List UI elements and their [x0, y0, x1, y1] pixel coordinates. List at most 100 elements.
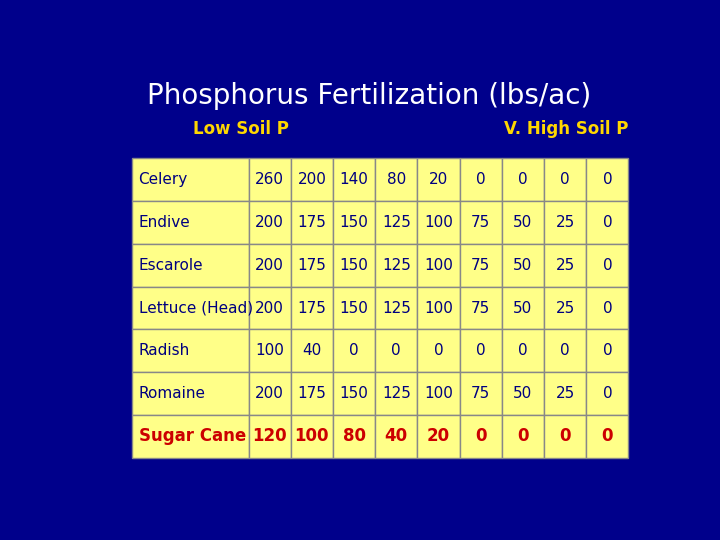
- Bar: [248, 158, 291, 201]
- Text: 0: 0: [603, 258, 612, 273]
- Bar: [459, 329, 502, 372]
- Text: 0: 0: [560, 343, 570, 359]
- Text: 0: 0: [518, 343, 528, 359]
- Bar: [291, 201, 333, 244]
- Bar: [418, 372, 459, 415]
- Bar: [502, 329, 544, 372]
- Text: 125: 125: [382, 386, 410, 401]
- Bar: [544, 372, 586, 415]
- Text: 0: 0: [433, 343, 444, 359]
- Bar: [333, 158, 375, 201]
- Text: 120: 120: [252, 427, 287, 446]
- Text: 0: 0: [603, 301, 612, 315]
- Text: Radish: Radish: [138, 343, 190, 359]
- Bar: [418, 158, 459, 201]
- Text: 0: 0: [349, 343, 359, 359]
- Bar: [418, 244, 459, 287]
- Text: 175: 175: [297, 386, 326, 401]
- Bar: [502, 287, 544, 329]
- Bar: [333, 415, 375, 458]
- Bar: [502, 372, 544, 415]
- Text: 75: 75: [471, 301, 490, 315]
- Text: 0: 0: [603, 215, 612, 230]
- Text: 200: 200: [255, 386, 284, 401]
- Text: 50: 50: [513, 258, 533, 273]
- Text: 150: 150: [340, 386, 369, 401]
- Text: 0: 0: [603, 172, 612, 187]
- Text: 50: 50: [513, 386, 533, 401]
- Bar: [291, 415, 333, 458]
- Text: 75: 75: [471, 386, 490, 401]
- Bar: [502, 244, 544, 287]
- Bar: [132, 415, 248, 458]
- Bar: [291, 244, 333, 287]
- Bar: [586, 415, 629, 458]
- Bar: [291, 158, 333, 201]
- Bar: [586, 329, 629, 372]
- Text: 0: 0: [603, 386, 612, 401]
- Bar: [544, 201, 586, 244]
- Text: 0: 0: [518, 172, 528, 187]
- Bar: [502, 158, 544, 201]
- Text: 100: 100: [255, 343, 284, 359]
- Bar: [291, 372, 333, 415]
- Text: 20: 20: [429, 172, 448, 187]
- Text: 150: 150: [340, 301, 369, 315]
- Bar: [502, 415, 544, 458]
- Text: 175: 175: [297, 258, 326, 273]
- Text: 200: 200: [255, 258, 284, 273]
- Bar: [132, 329, 248, 372]
- Bar: [418, 201, 459, 244]
- Bar: [132, 287, 248, 329]
- Text: V. High Soil P: V. High Soil P: [504, 120, 629, 138]
- Text: 0: 0: [603, 343, 612, 359]
- Bar: [459, 287, 502, 329]
- Text: 140: 140: [340, 172, 369, 187]
- Bar: [132, 372, 248, 415]
- Text: 80: 80: [343, 427, 366, 446]
- Text: Sugar Cane: Sugar Cane: [138, 427, 246, 446]
- Text: Phosphorus Fertilization (lbs/ac): Phosphorus Fertilization (lbs/ac): [147, 82, 591, 110]
- Bar: [333, 287, 375, 329]
- Text: 25: 25: [556, 386, 575, 401]
- Bar: [586, 244, 629, 287]
- Text: 50: 50: [513, 215, 533, 230]
- Bar: [375, 415, 418, 458]
- Text: Low Soil P: Low Soil P: [193, 120, 289, 138]
- Bar: [248, 201, 291, 244]
- Text: 75: 75: [471, 215, 490, 230]
- Bar: [375, 372, 418, 415]
- Bar: [248, 244, 291, 287]
- Text: 125: 125: [382, 258, 410, 273]
- Bar: [248, 287, 291, 329]
- Bar: [132, 244, 248, 287]
- Text: 25: 25: [556, 215, 575, 230]
- Text: 80: 80: [387, 172, 406, 187]
- Bar: [248, 329, 291, 372]
- Bar: [375, 244, 418, 287]
- Text: 50: 50: [513, 301, 533, 315]
- Text: 25: 25: [556, 301, 575, 315]
- Bar: [375, 329, 418, 372]
- Bar: [333, 329, 375, 372]
- Text: 125: 125: [382, 215, 410, 230]
- Text: 125: 125: [382, 301, 410, 315]
- Bar: [586, 158, 629, 201]
- Text: 0: 0: [560, 172, 570, 187]
- Bar: [459, 158, 502, 201]
- Bar: [544, 244, 586, 287]
- Text: 0: 0: [392, 343, 401, 359]
- Text: 0: 0: [559, 427, 571, 446]
- Bar: [459, 415, 502, 458]
- Bar: [248, 415, 291, 458]
- Text: 150: 150: [340, 258, 369, 273]
- Bar: [544, 329, 586, 372]
- Bar: [544, 158, 586, 201]
- Text: Escarole: Escarole: [138, 258, 203, 273]
- Bar: [502, 201, 544, 244]
- Text: Celery: Celery: [138, 172, 188, 187]
- Text: 0: 0: [476, 343, 485, 359]
- Bar: [459, 201, 502, 244]
- Bar: [586, 287, 629, 329]
- Text: 100: 100: [294, 427, 329, 446]
